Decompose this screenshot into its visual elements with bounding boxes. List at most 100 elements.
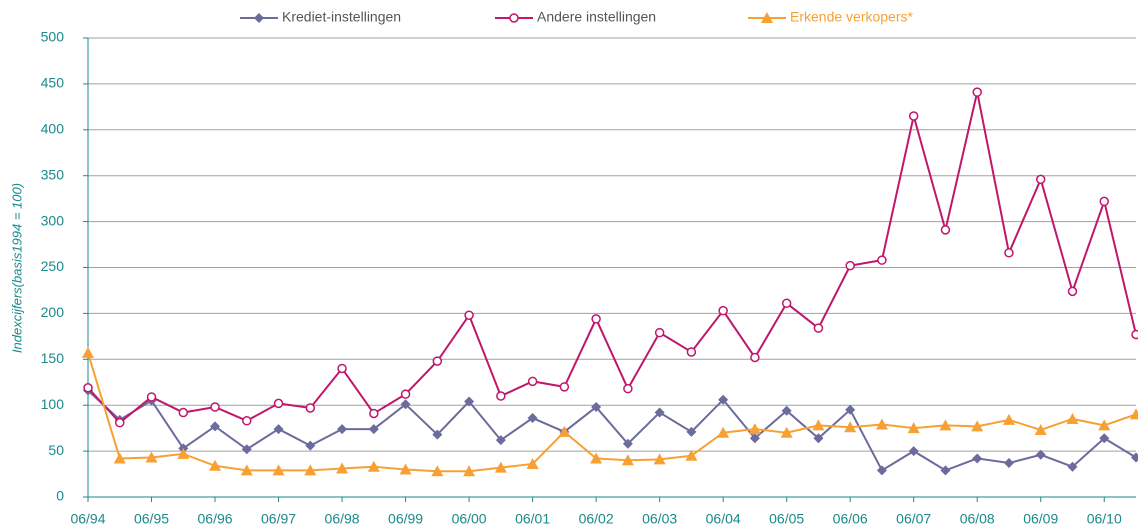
point — [210, 421, 221, 432]
point — [1099, 196, 1109, 207]
point — [654, 407, 665, 418]
point — [240, 464, 253, 476]
point — [526, 457, 539, 469]
point — [178, 407, 189, 418]
point — [464, 310, 474, 320]
point — [82, 346, 94, 358]
x-tick-label: 06/94 — [70, 511, 105, 527]
point — [1131, 329, 1138, 340]
point — [495, 435, 506, 446]
point — [400, 389, 411, 399]
point — [622, 438, 633, 449]
y-tick-label: 350 — [41, 166, 65, 182]
y-tick-label: 400 — [41, 121, 65, 137]
point — [210, 402, 220, 412]
point — [115, 417, 125, 428]
point — [940, 225, 951, 235]
point — [907, 422, 920, 434]
series-line — [87, 91, 1137, 425]
point — [844, 421, 857, 433]
point — [242, 416, 252, 426]
point — [146, 392, 157, 402]
point — [685, 449, 698, 461]
point — [780, 426, 793, 438]
x-tick-label: 06/01 — [515, 511, 550, 527]
point — [1066, 412, 1079, 424]
point — [337, 363, 347, 374]
x-tick-label: 06/97 — [261, 511, 296, 527]
point — [1002, 413, 1015, 425]
point — [761, 12, 773, 23]
point — [431, 465, 444, 477]
point — [1067, 461, 1078, 472]
series-line — [87, 389, 1137, 472]
point — [812, 419, 825, 431]
y-tick-label: 450 — [41, 75, 65, 91]
point — [368, 424, 379, 435]
point — [750, 352, 760, 363]
point — [527, 376, 538, 387]
point — [1098, 419, 1111, 431]
point — [272, 464, 285, 476]
point — [1131, 452, 1138, 463]
point — [304, 464, 317, 476]
y-tick-label: 150 — [41, 350, 65, 366]
point — [781, 298, 792, 309]
x-tick-label: 06/04 — [706, 511, 741, 527]
point — [1003, 458, 1014, 469]
point — [209, 459, 222, 471]
point — [1034, 423, 1047, 435]
y-tick-label: 100 — [41, 396, 65, 412]
point — [177, 447, 190, 459]
y-tick-label: 200 — [41, 304, 65, 320]
legend-label: Andere instellingen — [537, 9, 656, 25]
x-tick-label: 06/06 — [833, 511, 868, 527]
y-tick-label: 0 — [56, 488, 64, 504]
point — [145, 451, 158, 463]
point — [432, 356, 443, 366]
point — [718, 394, 729, 405]
point — [464, 396, 475, 407]
point — [399, 463, 412, 475]
point — [559, 382, 570, 392]
point — [875, 418, 888, 430]
point — [845, 260, 855, 271]
point — [83, 383, 93, 393]
x-tick-label: 06/09 — [1023, 511, 1058, 527]
point — [845, 404, 856, 415]
x-tick-label: 06/08 — [960, 511, 995, 527]
point — [749, 433, 760, 444]
point — [623, 383, 633, 394]
point — [813, 323, 824, 333]
x-tick-label: 06/99 — [388, 511, 423, 527]
point — [305, 440, 316, 451]
point — [1130, 408, 1138, 420]
point — [1067, 286, 1078, 297]
x-tick-label: 06/00 — [452, 511, 487, 527]
x-tick-label: 06/07 — [896, 511, 931, 527]
point — [305, 403, 316, 413]
point — [337, 424, 348, 435]
point — [972, 87, 982, 97]
point — [591, 314, 601, 324]
point — [400, 399, 411, 410]
x-tick-label: 06/95 — [134, 511, 169, 527]
point — [972, 453, 983, 464]
point — [876, 465, 887, 476]
x-tick-label: 06/02 — [579, 511, 614, 527]
point — [463, 465, 476, 477]
point — [527, 413, 538, 424]
point — [908, 111, 919, 121]
point — [1035, 174, 1046, 185]
point — [686, 426, 697, 437]
point — [654, 327, 665, 338]
x-tick-label: 06/96 — [198, 511, 233, 527]
point — [621, 454, 634, 466]
y-tick-label: 250 — [41, 258, 65, 274]
point — [971, 420, 984, 432]
series-line — [87, 352, 1137, 473]
point — [369, 408, 379, 419]
point — [1035, 449, 1046, 460]
point — [653, 453, 666, 465]
